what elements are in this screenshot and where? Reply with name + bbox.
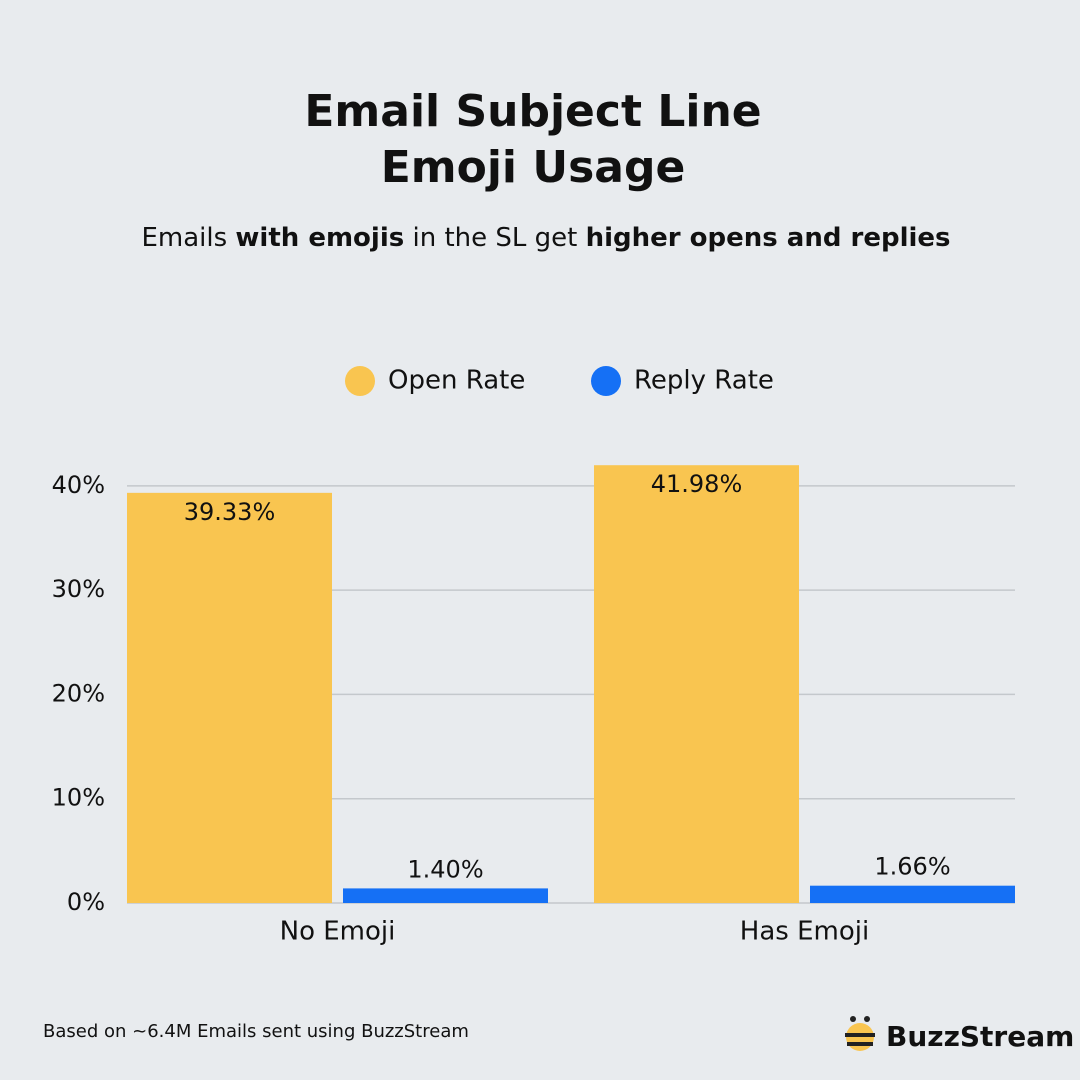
subtitle-part: with emojis	[235, 223, 404, 253]
y-tick-label: 20%	[52, 679, 105, 707]
legend-swatch	[591, 366, 621, 396]
chart-title: Emoji Usage	[381, 142, 686, 193]
value-label: 1.40%	[407, 855, 483, 883]
value-label: 1.66%	[874, 853, 950, 881]
chart-title: Email Subject Line	[304, 86, 761, 137]
footnote: Based on ~6.4M Emails sent using BuzzStr…	[43, 1021, 469, 1042]
chart-subtitle: Emails with emojis in the SL get higher …	[141, 223, 950, 253]
value-label: 41.98%	[651, 470, 743, 498]
y-tick-label: 40%	[52, 471, 105, 499]
subtitle-part: higher opens and replies	[586, 223, 951, 253]
legend-swatch	[345, 366, 375, 396]
bar	[810, 885, 1015, 903]
bar	[127, 492, 332, 903]
x-tick-label: Has Emoji	[740, 917, 869, 947]
y-tick-label: 10%	[52, 784, 105, 812]
value-label: 39.33%	[184, 498, 276, 526]
logo-stripe	[845, 1033, 875, 1037]
bar	[343, 888, 548, 903]
y-tick-label: 30%	[52, 575, 105, 603]
bar	[594, 465, 799, 903]
logo-dot	[864, 1016, 870, 1022]
legend-label: Reply Rate	[634, 366, 774, 396]
subtitle-part: Emails	[141, 223, 235, 253]
legend-label: Open Rate	[388, 366, 525, 396]
logo-stripe	[847, 1042, 873, 1046]
y-tick-label: 0%	[67, 888, 105, 916]
brand-name: BuzzStream	[886, 1020, 1074, 1053]
logo-dot	[850, 1016, 856, 1022]
brand-logo	[845, 1016, 875, 1051]
subtitle-part: in the SL get	[404, 223, 585, 253]
x-tick-label: No Emoji	[280, 917, 396, 947]
